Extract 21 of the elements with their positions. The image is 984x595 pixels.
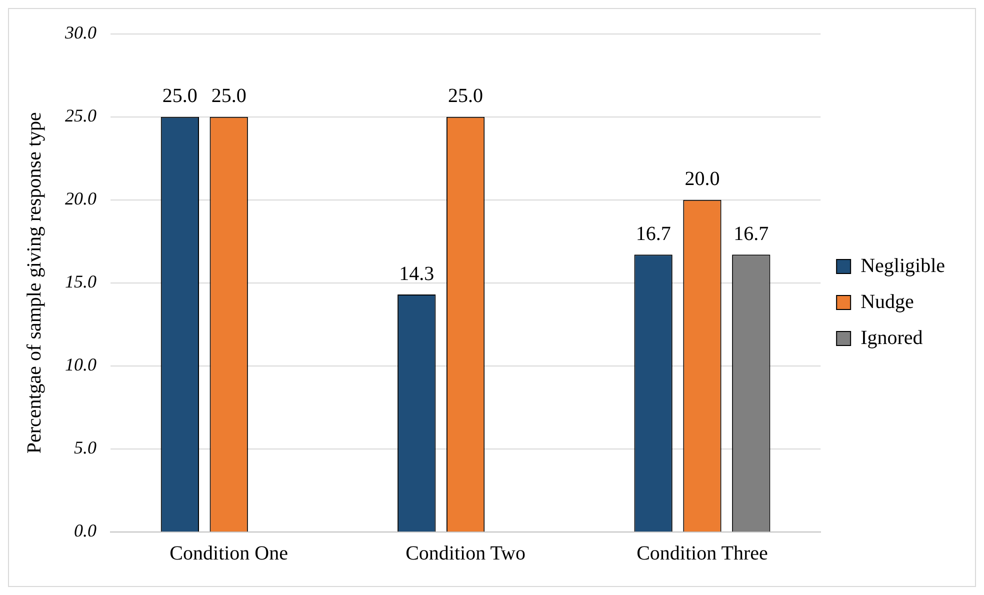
- x-tick-label: Condition Two: [406, 542, 526, 564]
- y-tick-label: 20.0: [65, 188, 96, 209]
- data-label: 25.0: [162, 85, 198, 108]
- data-label: 20.0: [684, 168, 720, 190]
- x-tick-label: Condition One: [170, 542, 288, 564]
- legend-label: Negligible: [860, 254, 946, 277]
- y-tick-label: 0.0: [74, 520, 96, 541]
- y-tick-label: 15.0: [65, 272, 96, 292]
- y-tick-label: 25.0: [65, 106, 96, 126]
- legend-label: Ignored: [860, 326, 923, 349]
- y-tick-label: 5.0: [74, 438, 96, 458]
- y-axis-title: Percentgae of sample giving response type: [23, 112, 46, 454]
- y-tick-label: 30.0: [64, 22, 96, 43]
- x-tick-label: Condition Three: [636, 542, 768, 564]
- y-tick-label: 10.0: [65, 354, 96, 375]
- data-label: 25.0: [448, 85, 484, 108]
- data-label: 16.7: [734, 222, 769, 245]
- data-label: 25.0: [211, 85, 246, 108]
- legend-label: Nudge: [860, 290, 914, 313]
- data-label: 14.3: [399, 262, 434, 285]
- data-label: 16.7: [636, 222, 671, 245]
